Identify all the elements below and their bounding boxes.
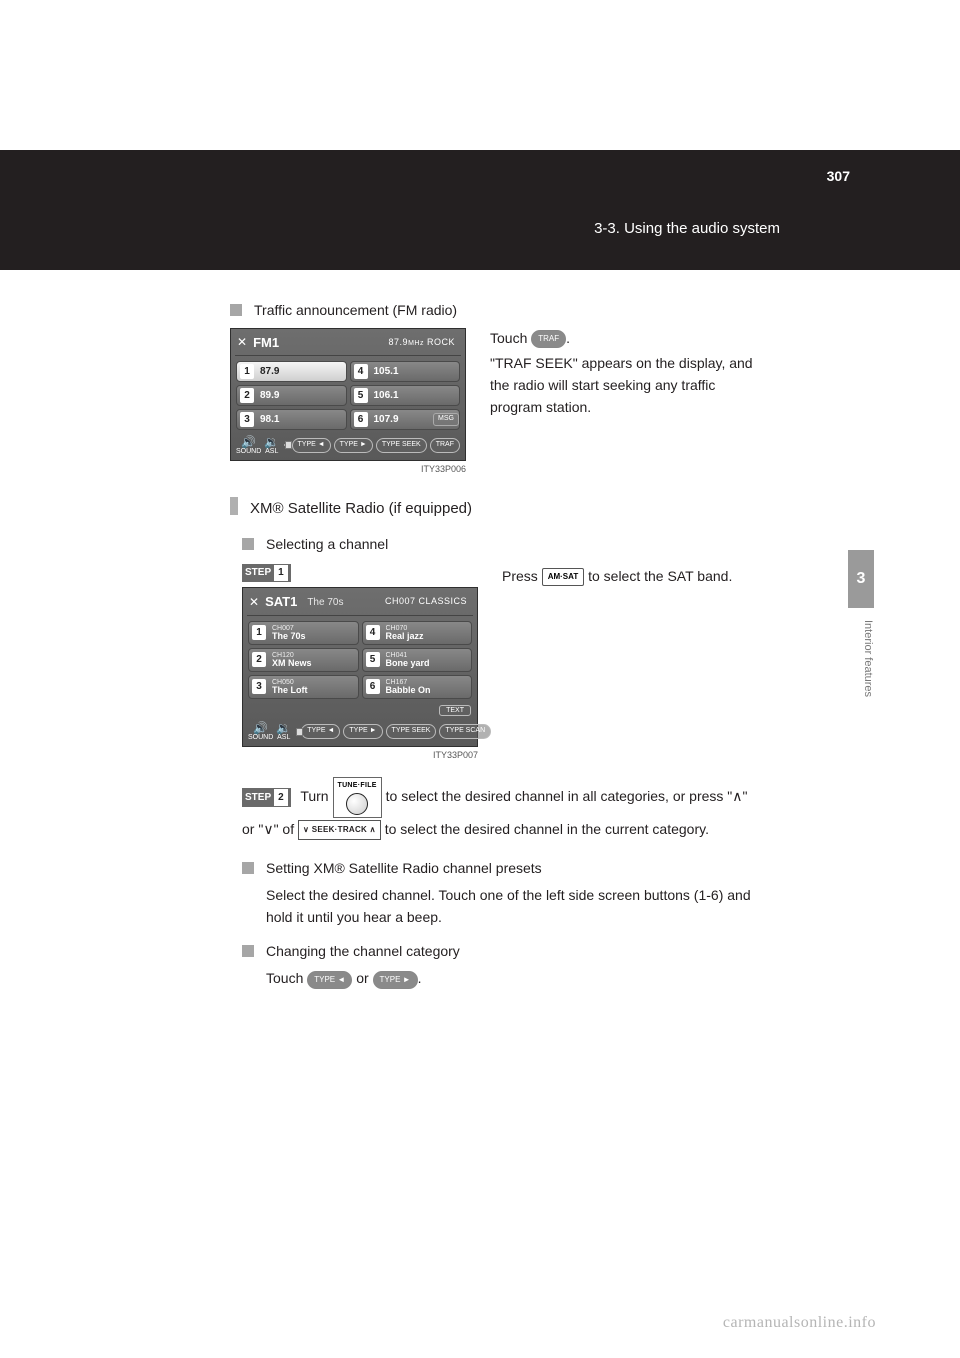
footer-url: carmanualsonline.info: [723, 1314, 876, 1332]
fm-screenshot: ✕ FM1 87.9MHz ROCK 1 87.9 4: [230, 328, 466, 461]
section-title: 3-3. Using the audio system: [594, 220, 780, 237]
main-content: Traffic announcement (FM radio) ✕ FM1 87…: [230, 300, 760, 990]
am-sat-inline-button: AM·SAT: [542, 568, 585, 586]
type-prev-inline-button: TYPE ◄: [307, 971, 352, 989]
traf-inline-button: TRAF: [531, 330, 566, 348]
preset-button[interactable]: 4 105.1: [350, 361, 461, 382]
chapter-number: 3: [857, 570, 866, 588]
step1-text: Press AM·SAT to select the SAT band.: [502, 566, 760, 588]
bullet-icon: [242, 862, 254, 874]
sat-screenshot: ✕ SAT1 The 70s CH007 CLASSICS 1 CH007 Th…: [242, 587, 478, 747]
image-code: ITY33P007: [242, 749, 478, 763]
type-seek-button[interactable]: TYPE SEEK: [376, 438, 427, 453]
chapter-label: Interior features: [862, 620, 874, 697]
preset-button[interactable]: 2 CH120 XM News: [248, 648, 359, 672]
bullet-icon: [230, 304, 242, 316]
seek-track-inline-button: ∨ SEEK·TRACK ∧: [298, 820, 381, 840]
type-prev-button[interactable]: TYPE ◄: [292, 438, 331, 453]
heading-select-channel: Selecting a channel: [266, 534, 760, 556]
step-badge: STEP 2: [242, 788, 291, 807]
type-prev-button[interactable]: TYPE ◄: [301, 724, 340, 739]
category-body: Touch TYPE ◄ or TYPE ►.: [266, 968, 760, 990]
type-next-inline-button: TYPE ►: [373, 971, 418, 989]
bullet-icon: [242, 538, 254, 550]
band-label: SAT1: [265, 592, 297, 612]
preset-button[interactable]: 4 CH070 Real jazz: [362, 621, 473, 645]
preset-button[interactable]: 3 CH050 The Loft: [248, 675, 359, 699]
text-button[interactable]: TEXT: [439, 705, 471, 716]
sound-button[interactable]: 🔊 SOUND: [236, 436, 261, 455]
band-label: FM1: [253, 333, 279, 353]
current-frequency: 87.9MHz ROCK: [389, 336, 455, 350]
header-band: 307 3-3. Using the audio system: [0, 150, 960, 270]
sat-subtitle: The 70s: [307, 595, 343, 611]
preset-button[interactable]: 5 106.1: [350, 385, 461, 406]
antenna-icon: ✕: [249, 593, 259, 612]
traf-button[interactable]: TRAF: [430, 438, 460, 453]
msg-button[interactable]: MSG: [433, 413, 459, 426]
preset-button[interactable]: 2 89.9: [236, 385, 347, 406]
bullet-icon: [242, 945, 254, 957]
type-scan-button[interactable]: TYPE SCAN: [439, 724, 491, 739]
antenna-icon: ✕: [237, 333, 247, 352]
sound-button[interactable]: 🔊 SOUND: [248, 722, 273, 741]
heading-xm: XM® Satellite Radio (if equipped): [250, 497, 472, 520]
preset-button[interactable]: 1 87.9: [236, 361, 347, 382]
asl-button[interactable]: 🔉 ASL: [264, 436, 279, 455]
chapter-tab: 3: [848, 550, 874, 608]
type-next-button[interactable]: TYPE ►: [343, 724, 382, 739]
channel-info: CH007 CLASSICS: [385, 595, 467, 609]
preset-button[interactable]: 1 CH007 The 70s: [248, 621, 359, 645]
preset-body: Select the desired channel. Touch one of…: [266, 885, 760, 928]
bullet-bar-icon: [230, 497, 238, 515]
heading-traffic: Traffic announcement (FM radio): [254, 300, 760, 322]
preset-button[interactable]: 6 CH167 Babble On: [362, 675, 473, 699]
step-badge: STEP 1: [242, 564, 291, 582]
type-seek-button[interactable]: TYPE SEEK: [386, 724, 437, 739]
step2-row: STEP 2 Turn TUNE·FILE to select the desi…: [242, 777, 760, 842]
tune-file-dial: TUNE·FILE: [333, 777, 382, 818]
image-code: ITY33P006: [230, 463, 466, 477]
heading-preset: Setting XM® Satellite Radio channel pres…: [266, 858, 760, 880]
asl-button[interactable]: 🔉 ASL: [276, 722, 291, 741]
traffic-instruction: Touch TRAF.: [490, 328, 760, 350]
preset-button[interactable]: 5 CH041 Bone yard: [362, 648, 473, 672]
preset-button[interactable]: 3 98.1: [236, 409, 347, 430]
page-number: 307: [827, 168, 850, 184]
heading-category: Changing the channel category: [266, 941, 760, 963]
type-next-button[interactable]: TYPE ►: [334, 438, 373, 453]
traffic-note: "TRAF SEEK" appears on the display, and …: [490, 353, 760, 418]
